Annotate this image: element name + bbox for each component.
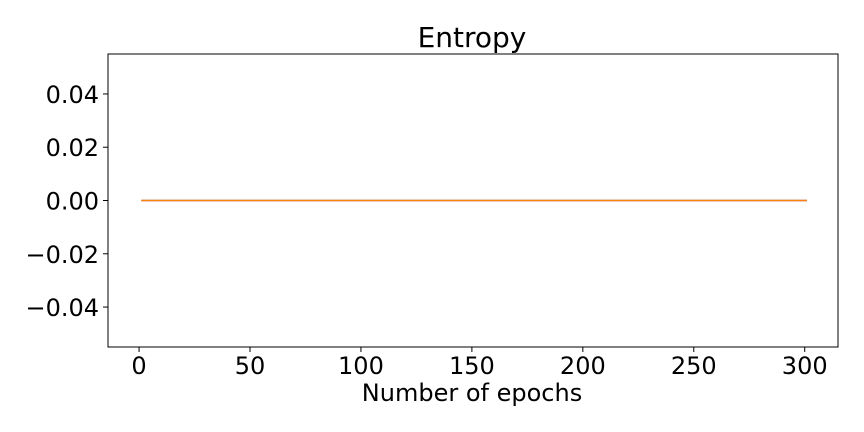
x-tick-label: 150 (449, 352, 495, 380)
x-axis: 0 50 100 150 200 250 300 (131, 347, 828, 380)
y-tick-label: 0.00 (46, 188, 99, 216)
x-tick-label: 250 (671, 352, 717, 380)
chart-title: Entropy (418, 21, 527, 54)
x-tick-label: 0 (131, 352, 146, 380)
x-tick-label: 50 (235, 352, 266, 380)
x-tick-label: 300 (782, 352, 828, 380)
y-axis: −0.04 −0.02 0.00 0.02 0.04 (25, 81, 108, 322)
y-tick-label: 0.04 (46, 81, 99, 109)
y-tick-label: −0.04 (25, 294, 99, 322)
x-tick-label: 100 (338, 352, 384, 380)
y-tick-label: −0.02 (25, 241, 99, 269)
x-tick-label: 200 (560, 352, 606, 380)
x-axis-title: Number of epochs (362, 379, 582, 407)
y-tick-label: 0.02 (46, 134, 99, 162)
